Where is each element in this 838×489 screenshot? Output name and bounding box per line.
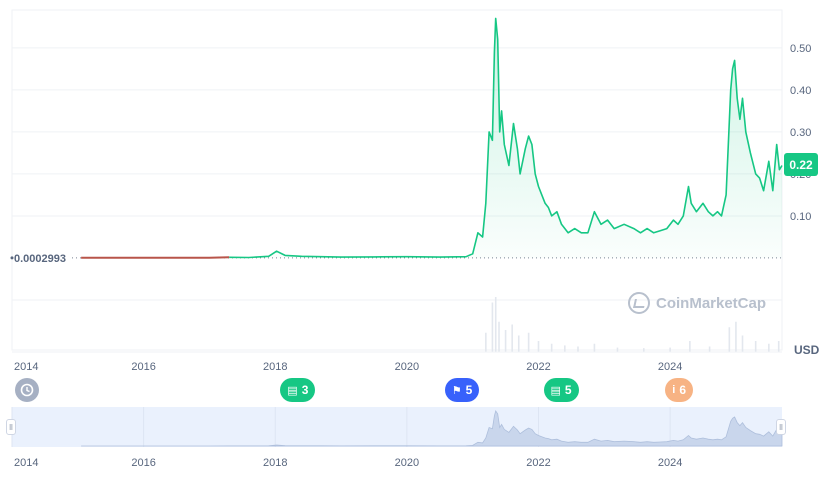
x-tick-label: 2020: [395, 361, 419, 373]
volume-bar: [564, 345, 566, 352]
coinmarketcap-watermark: CoinMarketCap: [628, 292, 766, 314]
x-tick-label: 2022: [526, 361, 550, 373]
volume-bar: [504, 330, 507, 352]
event-count: 6: [679, 383, 687, 397]
navigator-x-tick-label: 2018: [263, 457, 287, 469]
document-icon: ▤: [287, 384, 298, 397]
document-icon: ▤: [550, 384, 561, 397]
volume-bar: [511, 324, 513, 352]
navigator-right-handle[interactable]: ll: [776, 419, 786, 435]
volume-bar: [527, 332, 530, 352]
volume-bar: [728, 327, 731, 352]
volume-bar: [517, 335, 520, 352]
price-line: [229, 17, 783, 259]
volume-bar: [550, 343, 553, 352]
event-pin[interactable]: ▤ 3: [280, 378, 316, 402]
y-tick-label: 0.30: [790, 127, 811, 139]
current-price-badge: 0.22: [784, 153, 818, 176]
y-tick-label: 0.10: [790, 211, 811, 223]
y-tick-label: 0.40: [790, 85, 811, 97]
volume-bar: [689, 341, 691, 352]
navigator-left-handle[interactable]: ll: [6, 419, 16, 435]
volume-bar: [485, 332, 487, 352]
navigator-x-tick-label: 2024: [658, 457, 682, 469]
volume-bar: [735, 321, 737, 352]
volume-bar: [577, 346, 579, 352]
volume-bar: [741, 335, 744, 352]
volume-bar: [777, 341, 780, 352]
x-tick-label: 2018: [263, 361, 287, 373]
volume-bar: [669, 347, 671, 352]
info-icon: i: [672, 384, 676, 396]
x-tick-label: 2024: [658, 361, 682, 373]
event-pin[interactable]: ⚑ 5: [444, 378, 480, 402]
x-tick-label: 2016: [131, 361, 155, 373]
event-count: 5: [564, 383, 572, 397]
event-pin[interactable]: ▤ 5: [543, 378, 579, 402]
history-icon: [20, 383, 34, 397]
navigator-x-tick-label: 2014: [14, 457, 38, 469]
x-tick-label: 2014: [14, 361, 38, 373]
coinmarketcap-logo-icon: [628, 292, 650, 314]
volume-bar: [768, 343, 770, 352]
navigator-range: [12, 407, 782, 447]
volume-bar: [754, 341, 757, 352]
volume-bar: [491, 302, 494, 352]
navigator-x-tick-label: 2020: [395, 457, 419, 469]
flag-icon: ⚑: [451, 384, 462, 397]
navigator-x-tick-label: 2016: [131, 457, 155, 469]
volume-bar: [537, 341, 540, 352]
volume-bar: [642, 348, 645, 352]
navigator-series: [81, 409, 783, 447]
history-icon-hands: [26, 387, 30, 393]
price-line-below-start: [81, 256, 230, 259]
volume-bar: [616, 347, 619, 352]
navigator-x-tick-label: 2022: [526, 457, 550, 469]
watermark-text: CoinMarketCap: [656, 294, 767, 312]
volume-bar: [708, 346, 711, 352]
price-area: [81, 18, 783, 258]
volume-bar: [593, 343, 596, 352]
start-price-dot: [10, 256, 14, 260]
event-count: 5: [465, 383, 473, 397]
currency-unit-label: USD: [794, 343, 820, 357]
event-count: 3: [301, 383, 309, 397]
y-tick-label: 0.50: [790, 43, 811, 55]
volume-bar: [498, 321, 500, 352]
volume-bar: [494, 297, 497, 352]
start-price-label: 0.0002993: [14, 253, 70, 265]
